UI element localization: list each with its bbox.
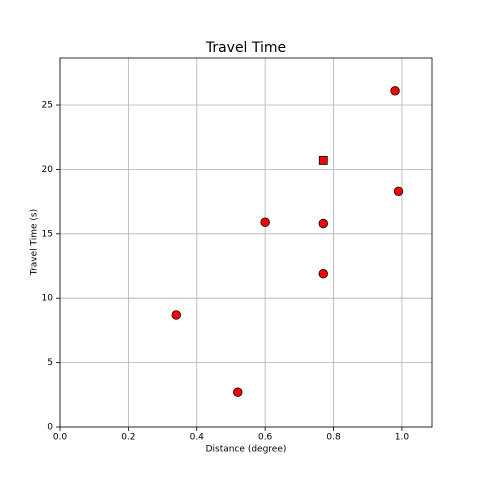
point	[318, 269, 328, 279]
x-tick-label: 1.0	[395, 433, 410, 443]
plot-layer: 0.0 0.2 0.4 0.6 0.8 1.0 0 5 10 15 20 25	[42, 58, 432, 443]
point	[233, 387, 243, 397]
y-axis-label: Travel Time (s)	[30, 209, 40, 276]
point	[390, 86, 400, 96]
plot-frame	[59, 57, 433, 428]
y-tick-label: 5	[47, 358, 53, 368]
y-tick-label: 25	[42, 101, 53, 111]
point	[171, 310, 181, 320]
y-tick-label: 10	[42, 294, 54, 304]
x-axis-label: Distance (degree)	[206, 445, 287, 455]
x-tick-label: 0.4	[190, 433, 205, 443]
x-tick-label: 0.8	[326, 433, 341, 443]
point	[260, 217, 270, 227]
x-tick-label: 0.6	[258, 433, 273, 443]
point	[393, 186, 404, 197]
y-tick-label: 20	[42, 165, 54, 175]
y-tick-label: 0	[47, 423, 53, 433]
x-tick-label: 0.0	[53, 433, 68, 443]
chart-title: Travel Time	[205, 40, 286, 56]
y-tick-label: 15	[42, 229, 53, 239]
point	[318, 218, 328, 229]
x-tick-label: 0.2	[121, 433, 135, 443]
point	[318, 155, 328, 165]
